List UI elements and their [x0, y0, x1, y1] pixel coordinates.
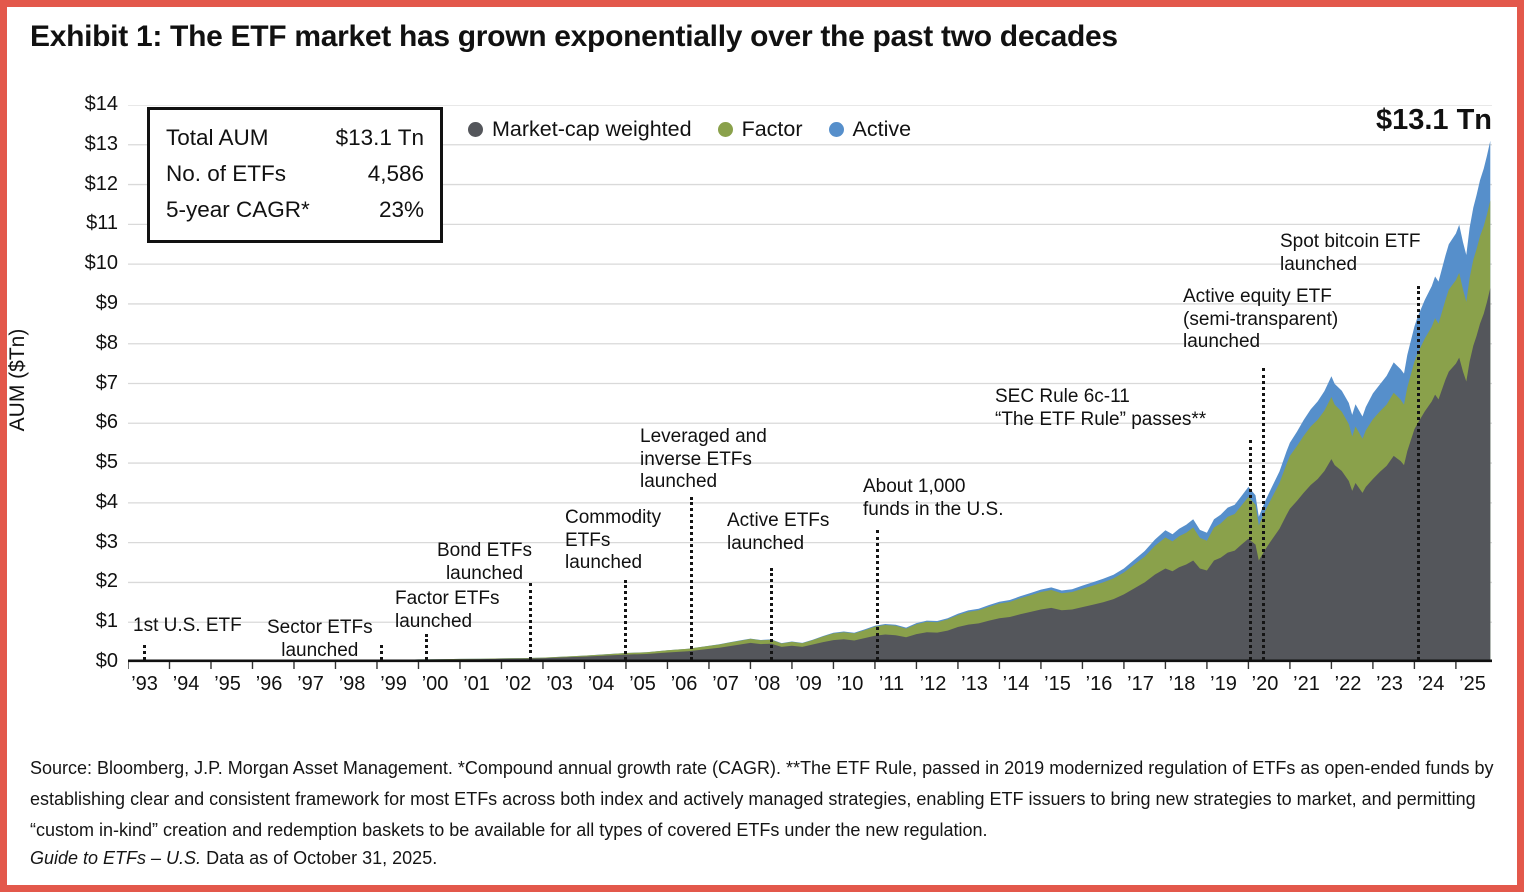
legend-label: Market-cap weighted: [492, 117, 692, 141]
y-tick-label: $11: [86, 212, 118, 235]
x-tick-label: ’03: [546, 673, 573, 695]
summary-stats-box: Total AUM $13.1 Tn No. of ETFs 4,586 5-y…: [147, 107, 443, 243]
x-tick-label: ’94: [172, 673, 200, 695]
annotation-dotted-line: [1417, 285, 1421, 660]
x-tick-label: ’09: [795, 673, 822, 695]
legend-label: Active: [852, 117, 912, 141]
x-tick-label: ’07: [712, 673, 739, 695]
y-tick-label: $6: [95, 411, 118, 434]
total-aum-peak-label: $13.1 Tn: [1375, 104, 1492, 136]
y-tick-label: $1: [95, 610, 118, 633]
page-title: Exhibit 1: The ETF market has grown expo…: [30, 20, 1118, 53]
x-tick-label: ’12: [919, 673, 947, 695]
stat-num-etfs: No. of ETFs 4,586: [166, 156, 424, 192]
x-tick-label: ’98: [338, 673, 366, 695]
annotation-label: Sector ETFs launched: [267, 617, 373, 661]
x-tick-label: ’01: [463, 673, 490, 695]
annotation-label: Factor ETFs launched: [395, 588, 500, 632]
x-tick-label: ’16: [1085, 673, 1113, 695]
x-tick-label: ’11: [878, 673, 905, 695]
annotation-label: About 1,000 funds in the U.S.: [863, 476, 1004, 520]
area-market-cap-weighted: [128, 288, 1491, 662]
x-tick-label: ’93: [131, 673, 158, 695]
x-tick-label: ’13: [961, 673, 988, 695]
x-tick-label: ’02: [504, 673, 532, 695]
y-tick-label: $0: [95, 650, 118, 672]
x-tick-label: ’19: [1210, 673, 1237, 695]
x-tick-label: ’23: [1376, 673, 1403, 695]
annotation-dotted-line: [689, 496, 693, 660]
publication-title: Guide to ETFs – U.S.: [30, 848, 202, 868]
annotation-label: Commodity ETFs launched: [565, 507, 662, 573]
publication-line: Guide to ETFs – U.S. Data as of October …: [30, 848, 437, 869]
annotation-dotted-line: [624, 580, 628, 660]
legend-dot-icon: [717, 122, 733, 137]
annotation-dotted-line: [769, 568, 773, 660]
x-tick-label: ’00: [421, 673, 449, 695]
stat-cagr: 5-year CAGR* 23%: [166, 192, 424, 228]
x-tick-label: ’17: [1127, 673, 1154, 695]
source-footnote: Source: Bloomberg, J.P. Morgan Asset Man…: [30, 758, 1494, 840]
data-as-of: Data as of October 31, 2025.: [201, 848, 438, 868]
y-tick-label: $10: [84, 252, 118, 275]
stat-total-aum: Total AUM $13.1 Tn: [166, 120, 424, 156]
y-tick-label: $2: [95, 570, 118, 593]
x-tick-label: ’22: [1334, 673, 1362, 695]
annotation-dotted-line: [1248, 439, 1252, 660]
annotation-label: Leveraged and inverse ETFs launched: [640, 426, 767, 492]
x-tick-label: ’99: [380, 673, 407, 695]
x-tick-label: ’18: [1168, 673, 1196, 695]
annotation-label: Bond ETFs launched: [437, 540, 533, 584]
y-tick-label: $9: [95, 291, 118, 314]
x-tick-label: ’08: [753, 673, 781, 695]
stat-label: Total AUM: [166, 125, 269, 150]
stat-value: 4,586: [367, 161, 424, 186]
x-tick-label: ’10: [836, 673, 864, 695]
x-tick-label: ’15: [1044, 673, 1071, 695]
legend-item-market-cap-weighted: Market-cap weighted: [468, 117, 692, 142]
stat-value: 23%: [378, 197, 424, 222]
annotation-label: 1st U.S. ETF: [133, 615, 242, 636]
x-tick-label: ’06: [670, 673, 698, 695]
stat-value: $13.1 Tn: [335, 125, 424, 150]
annotation-dotted-line: [379, 645, 383, 660]
legend-item-active: Active: [828, 117, 912, 142]
x-tick-label: ’96: [255, 673, 283, 695]
annotation-label: Spot bitcoin ETF launched: [1280, 231, 1421, 275]
y-tick-label: $8: [95, 331, 118, 354]
x-tick-label: ’04: [587, 673, 615, 695]
annotation-label: Active equity ETF (semi-transparent) lau…: [1183, 286, 1339, 352]
annotation-dotted-line: [529, 583, 533, 660]
legend-item-factor: Factor: [717, 117, 803, 142]
y-tick-label: $12: [84, 172, 118, 195]
y-tick-label: $14: [84, 93, 118, 115]
annotation-dotted-line: [875, 530, 879, 660]
legend-dot-icon: [828, 122, 844, 137]
annotation-dotted-line: [1262, 367, 1266, 660]
y-tick-label: $4: [95, 490, 118, 513]
x-tick-label: ’25: [1459, 673, 1486, 695]
chart-legend: Market-cap weighted Factor Active: [468, 117, 911, 142]
annotation-label: SEC Rule 6c-11 “The ETF Rule” passes**: [995, 386, 1207, 430]
x-tick-label: ’05: [629, 673, 656, 695]
stat-label: No. of ETFs: [166, 161, 287, 186]
y-tick-label: $5: [95, 451, 118, 474]
y-tick-label: $13: [84, 132, 118, 155]
x-tick-label: ’95: [214, 673, 241, 695]
x-tick-label: ’97: [297, 673, 324, 695]
annotation-dotted-line: [143, 645, 147, 660]
legend-dot-icon: [468, 122, 483, 137]
x-tick-label: ’14: [1002, 673, 1030, 695]
stat-label: 5-year CAGR*: [166, 197, 310, 222]
x-tick-label: ’20: [1251, 673, 1279, 695]
annotation-dotted-line: [425, 634, 429, 660]
x-tick-label: ’24: [1417, 673, 1445, 695]
x-tick-label: ’21: [1293, 673, 1320, 695]
legend-label: Factor: [741, 117, 803, 141]
annotation-label: Active ETFs launched: [727, 510, 830, 554]
y-tick-label: $7: [95, 371, 118, 394]
y-tick-label: $3: [95, 530, 118, 553]
